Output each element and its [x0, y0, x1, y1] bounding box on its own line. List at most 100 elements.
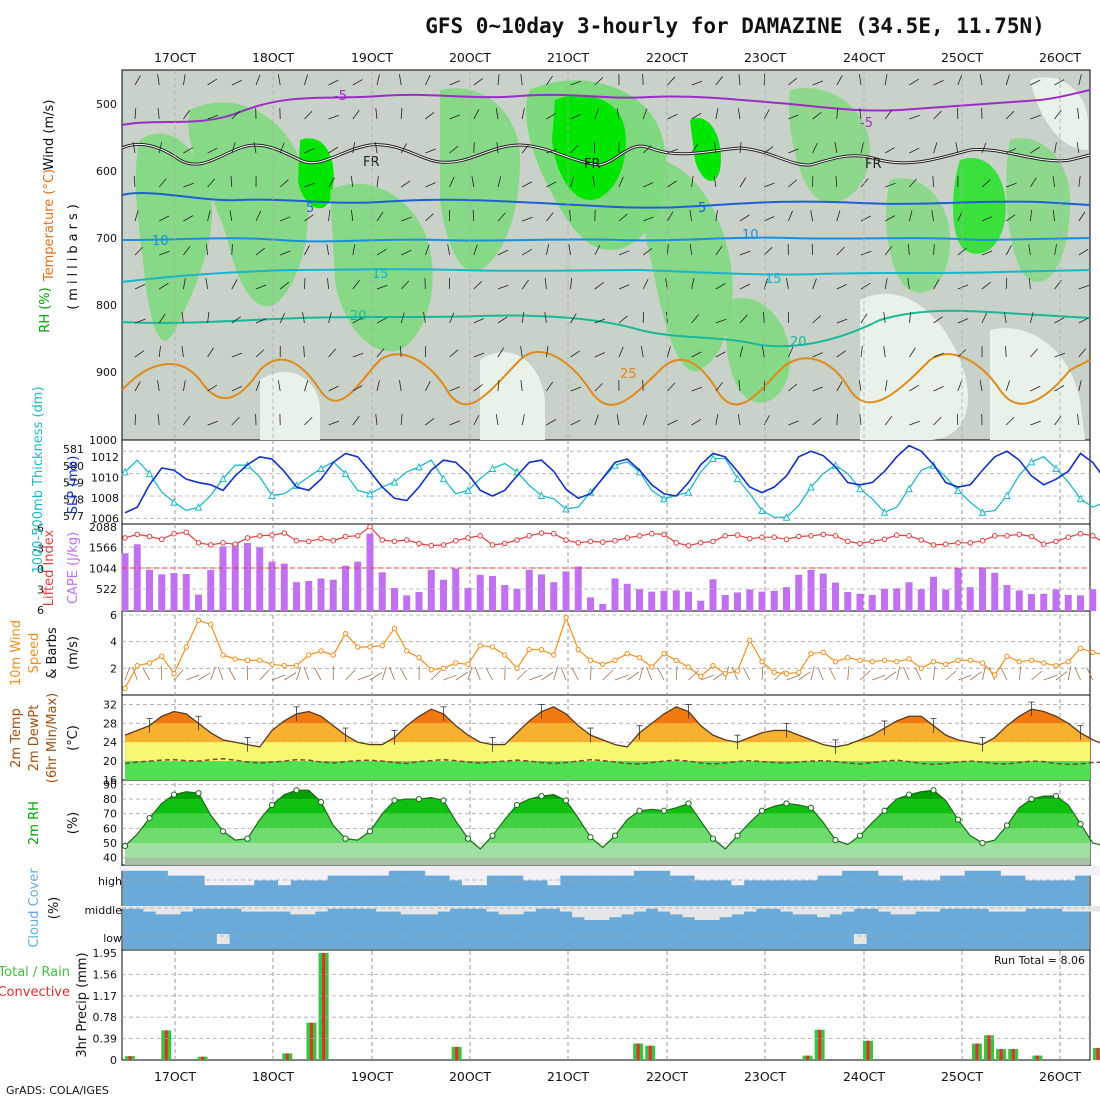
temp-tick: 16 — [103, 774, 117, 787]
wind10m-point — [563, 614, 569, 621]
wind10m-barb — [186, 674, 200, 681]
cloud-middle-gap — [878, 906, 892, 912]
upper-wind-barb — [667, 211, 674, 222]
cape-label: CAPE (J/kg) — [66, 532, 81, 604]
date-axis-top: 17OCT 18OCT 19OCT 20OCT 21OCT 22OCT 23OCT 24OCT… — [154, 50, 1081, 65]
upper-wind-barb — [570, 386, 582, 392]
lifted-index-point — [195, 540, 202, 546]
cloud-high-gap — [902, 866, 916, 881]
cape-bar — [476, 574, 484, 611]
wind10m-point — [906, 656, 912, 662]
lifted-index-point — [783, 536, 790, 543]
cape-bar — [819, 573, 827, 611]
precip-panel — [121, 949, 1091, 1061]
upper-wind-barb — [667, 382, 676, 392]
upper-wind-barb — [981, 312, 987, 324]
upper-wind-barb — [933, 416, 942, 426]
isotherms: -5 -5 FR FR FR 5 5 10 10 15 15 20 20 25 — [121, 89, 1091, 406]
cloud-high-gap — [645, 866, 659, 871]
rh-point — [1028, 795, 1035, 803]
cape-bar — [207, 569, 215, 611]
lifted-index-point — [612, 537, 618, 544]
upper-wind-barb — [884, 380, 888, 392]
upper-wind-barb — [207, 114, 219, 120]
isotherm-label-25: 25 — [620, 367, 637, 382]
thickness-point — [537, 491, 546, 499]
cape-bar — [562, 571, 570, 611]
wind10m-point — [269, 661, 275, 668]
cloud-middle-gap — [547, 906, 561, 909]
slp-tick: 1008 — [91, 492, 119, 505]
rh-point — [856, 832, 864, 839]
precip-conv-bar — [999, 1049, 1003, 1060]
rh-tick: 40 — [103, 852, 117, 865]
lifted-index-point — [171, 530, 177, 537]
wind10m-barb — [657, 667, 665, 681]
cloud-middle-gap — [523, 906, 536, 912]
cloud-high-gap — [498, 866, 512, 876]
cloud-high-gap — [1000, 866, 1014, 876]
wind-tick: 2 — [110, 662, 117, 675]
upper-wind-barb — [593, 141, 596, 154]
rh-point — [587, 834, 594, 841]
precip-tick: 0.78 — [93, 1011, 118, 1024]
upper-wind-barb — [158, 178, 167, 188]
upper-wind-barb — [425, 148, 436, 154]
lifted-index-point — [1028, 533, 1035, 540]
wind10m-point — [293, 662, 300, 669]
wind10m-point — [1028, 657, 1035, 664]
upper-wind-barb — [279, 179, 289, 188]
wind-tick: 4 — [110, 636, 117, 649]
wind10m-point — [367, 644, 373, 650]
upper-wind-barb — [907, 278, 910, 290]
cloud-high-gap — [1074, 866, 1088, 876]
rh-point — [660, 807, 668, 814]
upper-wind-barb — [739, 142, 742, 154]
upper-wind-barb — [376, 348, 385, 358]
cloud-middle-gap — [633, 906, 647, 912]
rh-point — [415, 795, 423, 803]
upper-wind-barb — [1077, 414, 1080, 426]
cloud-middle-gap — [731, 906, 745, 915]
upper-wind-barb — [836, 75, 843, 86]
thickness-point — [880, 508, 889, 516]
upper-wind-barb — [183, 147, 194, 154]
wind10m-point — [759, 658, 765, 665]
cloud-middle-gap — [192, 906, 206, 909]
thickness-point — [1052, 464, 1060, 473]
upper-wind-barb — [739, 214, 750, 222]
upper-wind-barb — [909, 420, 920, 426]
upper-wind-barb — [836, 246, 845, 256]
cape-bar — [636, 589, 643, 611]
upper-wind-barb — [979, 380, 983, 392]
upper-wind-barb — [788, 420, 799, 426]
thickness-point — [709, 454, 717, 462]
precip-series — [125, 953, 1100, 1060]
upper-wind-barb — [425, 380, 431, 392]
rh-point — [832, 836, 839, 844]
upper-wind-barb — [1078, 284, 1090, 290]
upper-wind-barb — [860, 282, 871, 290]
cape-bar — [783, 587, 790, 611]
date-label-top: 26OCT — [1039, 50, 1081, 65]
upper-wind-barb — [812, 417, 822, 426]
wind10m-point — [416, 654, 422, 661]
lifted-index-point — [734, 532, 741, 538]
upper-wind-barb — [253, 142, 257, 154]
rh-tick: 70 — [103, 808, 117, 821]
upper-wind-barb — [352, 415, 360, 426]
wind10m-point — [661, 650, 667, 657]
temp2m-label-c: (6hr Min/Max) — [45, 693, 60, 783]
wind10m-barb — [627, 671, 640, 681]
wind10m-point — [894, 658, 900, 665]
lifted-index-point — [991, 533, 998, 539]
isotherm-label-fr-c: FR — [865, 157, 882, 172]
upper-wind-barb — [667, 76, 676, 86]
upper-wind-barb — [375, 414, 378, 426]
cloud-high-gap — [1049, 866, 1063, 881]
cloud-middle-gap — [180, 906, 193, 912]
rh-point — [440, 797, 447, 804]
upper-wind-barb — [230, 175, 233, 188]
cloud-middle-gap — [780, 906, 794, 912]
